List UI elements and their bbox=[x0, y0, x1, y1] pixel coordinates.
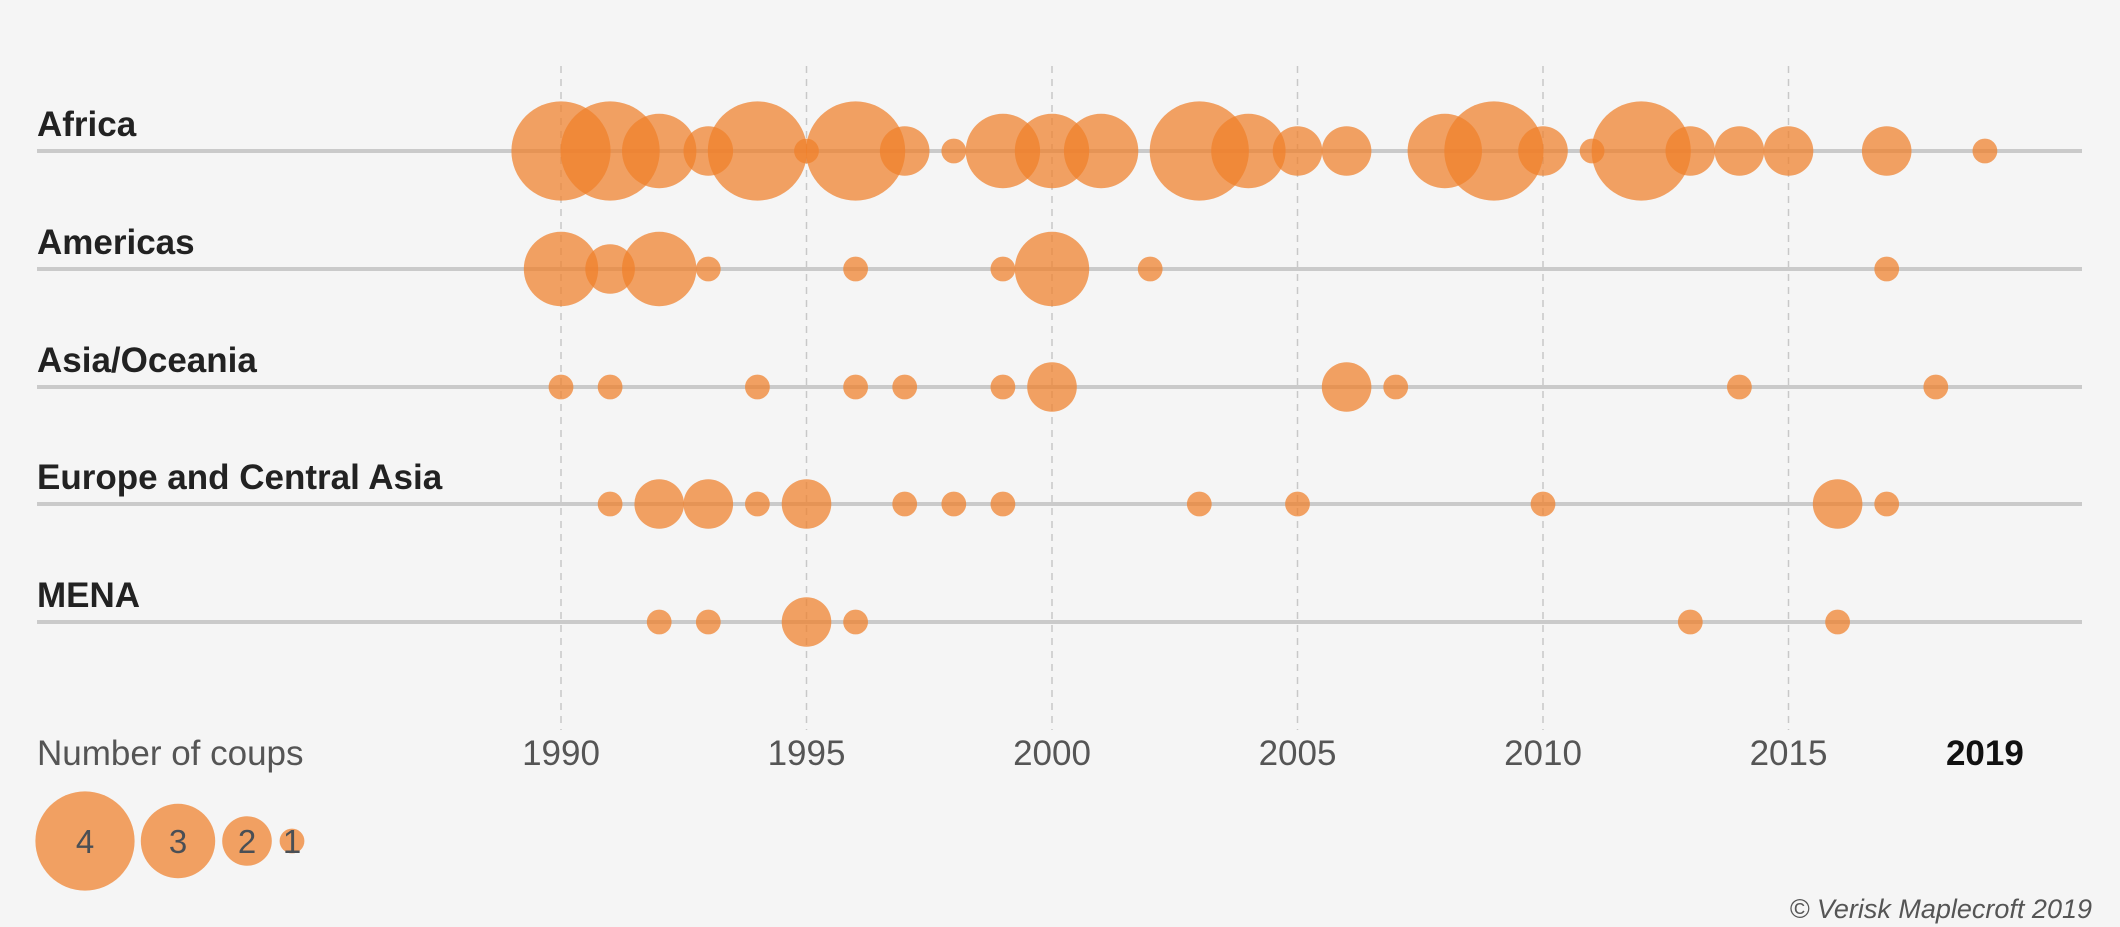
legend-title: Number of coups bbox=[37, 734, 304, 773]
bubble-1992-1 bbox=[646, 609, 672, 635]
bubble-2013-2 bbox=[1665, 126, 1716, 176]
legend-label-4: 4 bbox=[76, 823, 94, 860]
bubble-2017-1 bbox=[1874, 256, 1900, 282]
bubble-1995-2 bbox=[781, 479, 832, 529]
x-axis-ticks: 1990 1995 2000 2005 2010 2015 2019 bbox=[522, 734, 2024, 773]
region-label: Europe and Central Asia bbox=[37, 458, 443, 497]
legend-label-2: 2 bbox=[238, 823, 256, 860]
row-mena: MENA bbox=[37, 576, 2082, 647]
bubble-2000-2 bbox=[1027, 362, 1077, 412]
region-label: Africa bbox=[37, 105, 137, 144]
bubble-2004-3 bbox=[1211, 113, 1286, 189]
bubble-1993-1 bbox=[695, 256, 721, 282]
credit-text: © Verisk Maplecroft 2019 bbox=[1789, 894, 2092, 924]
bubble-1991-1 bbox=[597, 374, 623, 400]
bubble-2017-1 bbox=[1874, 491, 1900, 517]
x-tick-2000: 2000 bbox=[1013, 734, 1091, 773]
row-africa: Africa bbox=[37, 101, 2082, 201]
legend-label-1: 1 bbox=[283, 823, 301, 860]
bubble-1996-1 bbox=[843, 374, 868, 400]
legend-bubble-4 bbox=[35, 791, 135, 891]
x-tick-2005: 2005 bbox=[1259, 734, 1337, 773]
legend-bubble-1 bbox=[279, 828, 305, 854]
x-tick-2015: 2015 bbox=[1750, 734, 1828, 773]
bubble-2001-3 bbox=[1063, 113, 1139, 189]
bubble-2000-3 bbox=[1014, 231, 1090, 307]
bubble-1992-3 bbox=[622, 113, 697, 189]
legend-bubble-3 bbox=[140, 803, 216, 879]
bubble-2016-1 bbox=[1825, 609, 1850, 635]
bubble-1995-2 bbox=[781, 597, 832, 647]
x-tick-2019: 2019 bbox=[1946, 734, 2024, 773]
bubble-2010-2 bbox=[1518, 126, 1568, 176]
region-label: Americas bbox=[37, 223, 195, 262]
x-tick-1995: 1995 bbox=[768, 734, 846, 773]
x-tick-1990: 1990 bbox=[522, 734, 600, 773]
bubble-1992-3 bbox=[622, 231, 697, 307]
bubble-2018-1 bbox=[1923, 374, 1949, 400]
bubble-1999-1 bbox=[990, 374, 1016, 400]
row-europe-and-central-asia: Europe and Central Asia bbox=[37, 458, 2082, 529]
region-rows: Africa Americas Asia/Oceania Europe and Cen… bbox=[37, 101, 2082, 647]
bubble-2009-4 bbox=[1444, 101, 1544, 201]
bubble-1991-2 bbox=[585, 244, 635, 294]
bubble-2005-1 bbox=[1285, 491, 1310, 517]
legend-label-3: 3 bbox=[169, 823, 187, 860]
bubble-1997-2 bbox=[879, 126, 930, 176]
bubble-2014-1 bbox=[1727, 374, 1752, 400]
bubble-2010-1 bbox=[1530, 491, 1556, 517]
bubble-1996-1 bbox=[843, 609, 868, 635]
region-label: MENA bbox=[37, 576, 140, 615]
bubble-2017-2 bbox=[1861, 126, 1912, 176]
bubble-1990-3 bbox=[523, 231, 599, 307]
bubble-2006-2 bbox=[1321, 126, 1372, 176]
bubble-2003-1 bbox=[1186, 491, 1212, 517]
bubble-2019-1 bbox=[1972, 138, 1998, 164]
bubble-1996-1 bbox=[843, 256, 868, 282]
bubble-1993-1 bbox=[695, 609, 721, 635]
bubble-1998-1 bbox=[941, 491, 967, 517]
row-asia-oceania: Asia/Oceania bbox=[37, 341, 2082, 412]
bubble-1998-1 bbox=[941, 138, 967, 164]
bubble-2007-1 bbox=[1383, 374, 1409, 400]
bubble-1994-1 bbox=[745, 491, 770, 517]
bubble-2015-2 bbox=[1763, 126, 1814, 176]
bubble-1999-1 bbox=[990, 256, 1016, 282]
bubble-2002-1 bbox=[1137, 256, 1163, 282]
bubble-2014-2 bbox=[1714, 126, 1765, 176]
bubble-2013-1 bbox=[1677, 609, 1703, 635]
bubble-1997-1 bbox=[892, 491, 918, 517]
x-tick-2010: 2010 bbox=[1504, 734, 1582, 773]
bubble-1996-4 bbox=[806, 101, 906, 201]
bubble-1990-1 bbox=[548, 374, 574, 400]
row-americas: Americas bbox=[37, 223, 2082, 307]
bubble-1993-2 bbox=[683, 479, 734, 529]
bubble-2016-2 bbox=[1812, 479, 1863, 529]
legend-bubble-2 bbox=[222, 816, 272, 866]
region-label: Asia/Oceania bbox=[37, 341, 257, 380]
bubble-1992-2 bbox=[634, 479, 684, 529]
bubble-1994-1 bbox=[745, 374, 770, 400]
bubble-2012-4 bbox=[1591, 101, 1691, 201]
bubble-2005-2 bbox=[1272, 126, 1323, 176]
bubble-1994-4 bbox=[707, 101, 808, 201]
bubble-1997-1 bbox=[892, 374, 918, 400]
bubble-2006-2 bbox=[1321, 362, 1372, 412]
bubble-1999-1 bbox=[990, 491, 1016, 517]
bubble-1991-1 bbox=[597, 491, 623, 517]
